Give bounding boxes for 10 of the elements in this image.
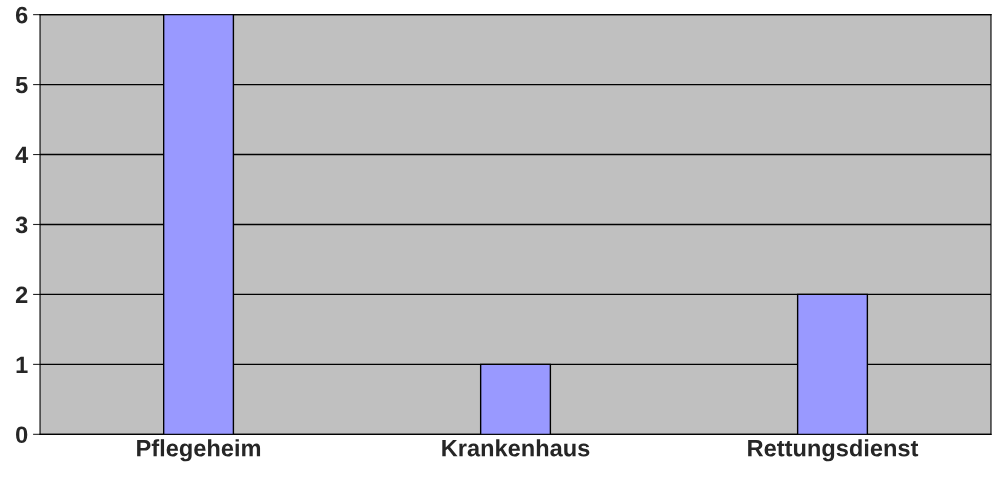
x-tick-label: Rettungsdienst bbox=[748, 439, 919, 462]
y-tick-label: 5 bbox=[15, 76, 28, 94]
x-tick-label: Krankenhaus bbox=[442, 439, 590, 457]
y-tick-label: 1 bbox=[16, 356, 28, 373]
x-tick-label: Pflegeheim bbox=[137, 439, 261, 462]
y-tick-label: 6 bbox=[15, 6, 28, 24]
y-tick-label: 3 bbox=[15, 216, 28, 234]
y-tick-label: 2 bbox=[15, 286, 28, 303]
y-tick-label: 0 bbox=[16, 426, 28, 444]
y-tick-label: 4 bbox=[15, 146, 29, 164]
